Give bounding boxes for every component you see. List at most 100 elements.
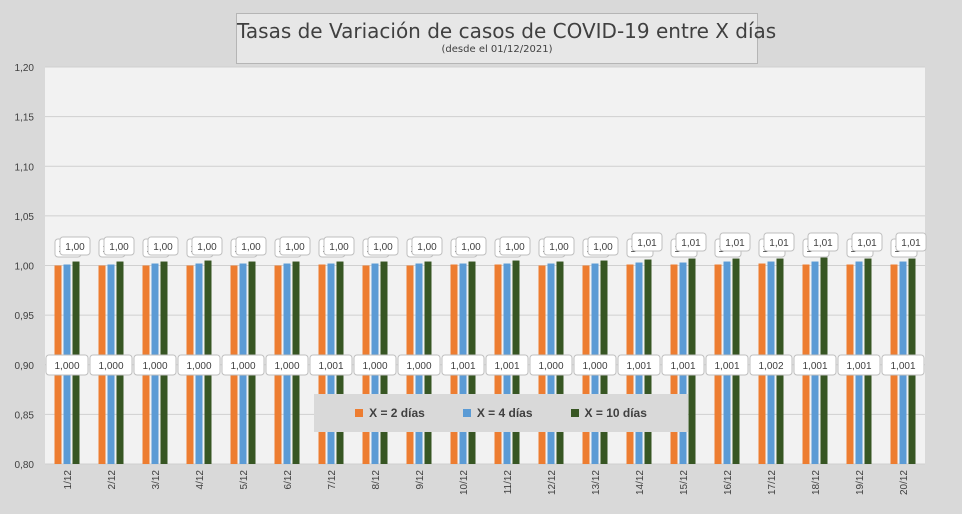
x-tick-label: 7/12	[327, 470, 338, 490]
data-label-box	[881, 354, 925, 376]
x-tick-label: 8/12	[371, 470, 382, 490]
legend-item-x4: X = 4 días	[462, 406, 533, 420]
data-label-x10: 1,00	[455, 236, 487, 256]
x-tick-label: 3/12	[151, 470, 162, 490]
data-label-x2: 1,000	[397, 354, 441, 376]
x-tick-label: 2/12	[107, 470, 118, 490]
data-label-x2: 1,002	[749, 354, 793, 376]
data-label-text: 1,01	[681, 238, 701, 249]
data-label-box	[807, 232, 839, 252]
data-label-text: 1,00	[153, 242, 173, 253]
data-label-box	[675, 232, 707, 252]
y-tick-label: 1,20	[15, 63, 35, 74]
chart-title: Tasas de Variación de casos de COVID-19 …	[237, 19, 777, 43]
data-label-box	[191, 236, 223, 256]
data-label-x2: 1,001	[793, 354, 837, 376]
data-label-x10: 1,00	[103, 236, 135, 256]
data-label-x10: 1,01	[807, 232, 839, 252]
data-label-x10: 1,00	[411, 236, 443, 256]
x-tick-label: 9/12	[415, 470, 426, 490]
data-label-text: 1,00	[65, 242, 85, 253]
data-label-x10: 1,01	[851, 232, 883, 252]
data-label-x2: 1,000	[45, 354, 89, 376]
y-tick-label: 0,85	[15, 410, 35, 421]
x-tick-label: 12/12	[547, 470, 558, 495]
data-label-box	[441, 354, 485, 376]
data-label-x10: 1,00	[147, 236, 179, 256]
data-label-box	[45, 354, 89, 376]
data-label-x2: 1,001	[309, 354, 353, 376]
data-label-x10: 1,00	[367, 236, 399, 256]
data-label-text: 1,000	[186, 361, 211, 372]
data-label-text: 1,00	[417, 242, 437, 253]
data-label-x10: 1,00	[499, 236, 531, 256]
x-tick-label: 1/12	[63, 470, 74, 490]
data-label-text: 1,00	[329, 242, 349, 253]
x-tick-label: 13/12	[591, 470, 602, 495]
legend-item-x10: X = 10 días	[570, 406, 647, 420]
data-label-box	[705, 354, 749, 376]
data-label-text: 1,001	[846, 361, 871, 372]
x-tick-label: 5/12	[239, 470, 250, 490]
x-axis: 1/12 2/12 3/12 4/12 5/12 6/12 7/12 8/12 9/12 10/1…	[63, 470, 910, 495]
data-label-text: 1,00	[549, 242, 569, 253]
data-label-text: 1,001	[670, 361, 695, 372]
legend-swatch-x2	[355, 409, 364, 417]
data-label-x2: 1,001	[661, 354, 705, 376]
data-label-x10: 1,00	[323, 236, 355, 256]
data-label-box	[221, 354, 265, 376]
legend-swatch-x10	[570, 409, 579, 417]
data-label-text: 1,00	[197, 242, 217, 253]
y-tick-label: 0,90	[15, 361, 35, 372]
data-label-x2: 1,001	[837, 354, 881, 376]
data-label-box	[485, 354, 529, 376]
data-labels: 11,001,00011,001,00011,001,00011,001,000…	[45, 232, 927, 376]
data-label-text: 1,001	[890, 361, 915, 372]
data-label-box	[103, 236, 135, 256]
data-label-text: 1,001	[450, 361, 475, 372]
x-tick-label: 20/12	[899, 470, 910, 495]
data-label-x10: 1,00	[279, 236, 311, 256]
data-label-text: 1,002	[758, 361, 783, 372]
data-label-box	[573, 354, 617, 376]
data-label-box	[587, 236, 619, 256]
data-label-box	[279, 236, 311, 256]
chart-subtitle: (desde el 01/12/2021)	[441, 44, 553, 55]
data-label-x2: 1,000	[529, 354, 573, 376]
data-label-text: 1,001	[494, 361, 519, 372]
legend-item-x2: X = 2 días	[355, 406, 425, 420]
data-label-text: 1,01	[901, 238, 921, 249]
data-label-x2: 1,001	[485, 354, 529, 376]
x-tick-label: 18/12	[811, 470, 822, 495]
chart-title-box: Tasas de Variación de casos de COVID-19 …	[236, 13, 777, 64]
data-label-text: 1,00	[373, 242, 393, 253]
data-label-box	[147, 236, 179, 256]
data-label-text: 1,00	[285, 242, 305, 253]
data-label-x10: 1,00	[235, 236, 267, 256]
data-label-x2: 1,000	[573, 354, 617, 376]
data-label-box	[763, 232, 795, 252]
data-label-box	[89, 354, 133, 376]
data-label-box	[235, 236, 267, 256]
data-label-text: 1,01	[637, 238, 657, 249]
data-label-text: 1,00	[461, 242, 481, 253]
data-label-x10: 1,00	[191, 236, 223, 256]
y-axis: 0,80 0,85 0,90 0,95 1,00 1,05 1,10 1,15 1,20	[15, 63, 35, 471]
data-label-box	[411, 236, 443, 256]
data-label-box	[617, 354, 661, 376]
data-label-box	[719, 232, 751, 252]
data-label-text: 1,000	[230, 361, 255, 372]
data-label-text: 1,00	[241, 242, 261, 253]
data-label-box	[793, 354, 837, 376]
data-label-text: 1,000	[54, 361, 79, 372]
data-label-box	[749, 354, 793, 376]
data-label-x2: 1,000	[177, 354, 221, 376]
data-label-x10: 1,00	[59, 236, 91, 256]
data-label-text: 1,001	[802, 361, 827, 372]
data-label-x2: 1,001	[441, 354, 485, 376]
data-label-box	[543, 236, 575, 256]
y-tick-label: 0,80	[15, 460, 35, 471]
data-label-text: 1,01	[725, 238, 745, 249]
data-label-x10: 1,01	[895, 232, 927, 252]
data-label-x10: 1,01	[675, 232, 707, 252]
